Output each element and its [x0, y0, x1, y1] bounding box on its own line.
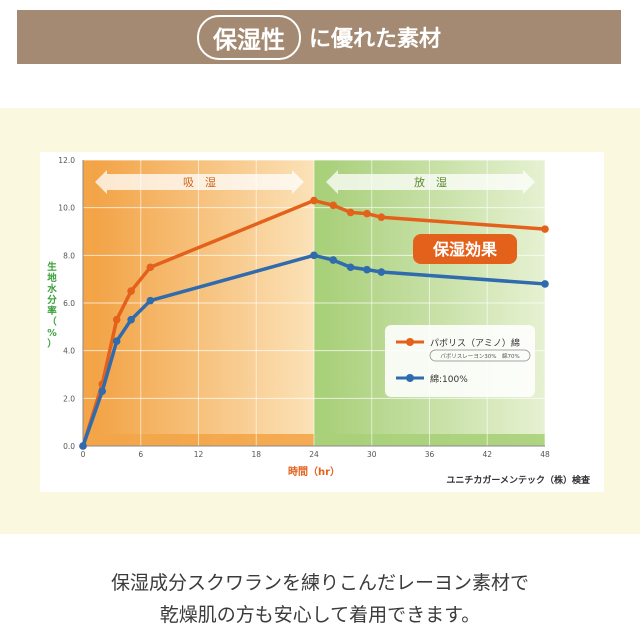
annotation-badge [413, 234, 517, 264]
series-0-point [329, 201, 338, 210]
y-tick-label: 8.0 [63, 251, 75, 260]
series-1-point [541, 280, 549, 288]
legend-label-1: 綿:100% [430, 373, 468, 385]
series-1-point [363, 265, 371, 274]
series-0-point [377, 213, 386, 221]
x-tick-label: 0 [81, 450, 86, 459]
source-note: ユニチカガーメンテック（株）検査 [446, 474, 591, 486]
y-tick-label: 6.0 [63, 299, 75, 308]
phase-label-1: 放 湿 [414, 175, 447, 189]
y-tick-label: 10.0 [58, 204, 75, 213]
moisture-chart: 吸 湿 放 湿 0.0 2.0 4.0 6.0 8.0 10.0 12.0 0 6 12 18 24 30… [47, 156, 591, 486]
y-tick-label: 0.0 [63, 442, 75, 451]
phase-label-0: 吸 湿 [183, 176, 216, 189]
series-0-point [112, 315, 121, 324]
banner-title: に優れた素材 [308, 27, 441, 52]
series-1-point [79, 442, 87, 450]
series-1-point [377, 268, 386, 276]
x-tick-label: 12 [194, 450, 204, 459]
x-tick-label: 42 [482, 450, 492, 459]
legend-sublabel: パボリスレーヨン30% 綿70% [440, 352, 519, 360]
series-0-point [363, 209, 371, 218]
legend-label-0: パボリス（アミノ）綿 [430, 337, 520, 349]
phase-arrow-0 [95, 170, 304, 194]
header-banner: 保湿性 に優れた素材 [17, 10, 621, 64]
series-1-point [346, 263, 355, 272]
series-1-point [98, 387, 107, 395]
x-axis-title: 時間（hr） [288, 465, 340, 478]
banner-highlight: 保湿性 [196, 14, 301, 60]
x-tick-label: 30 [367, 450, 377, 459]
legend-swatch-dot [406, 338, 414, 346]
series-0-point [310, 196, 318, 205]
series-0-point [346, 208, 355, 217]
series-1-point [146, 296, 155, 305]
legend-swatch-dot [406, 374, 414, 382]
annotation-text: 保湿効果 [432, 240, 497, 259]
y-tick-label: 12.0 [58, 156, 75, 165]
caption-line-2: 乾燥肌の方も安心して着用できます。 [159, 604, 481, 626]
x-tick-label: 18 [251, 450, 261, 459]
series-1-point [310, 251, 318, 260]
legend-sublabel-pill [429, 349, 531, 362]
y-axis-title: 生地水分率（%） [47, 261, 57, 350]
caption-line-1: 保湿成分スクワランを練りこんだレーヨン素材で [110, 572, 529, 594]
series-0-point [146, 263, 155, 272]
x-tick-label: 36 [425, 450, 435, 459]
phase-arrow-1 [326, 170, 535, 194]
y-tick-label: 4.0 [63, 347, 75, 356]
x-tick-label: 48 [540, 450, 550, 459]
series-0-point [127, 287, 135, 295]
series-1-point [329, 256, 338, 264]
series-1-point [127, 315, 135, 324]
x-tick-label: 6 [138, 450, 143, 459]
x-tick-label: 24 [309, 450, 319, 459]
series-1-point [112, 337, 121, 345]
y-tick-label: 2.0 [63, 394, 75, 403]
series-0-point [541, 225, 549, 233]
